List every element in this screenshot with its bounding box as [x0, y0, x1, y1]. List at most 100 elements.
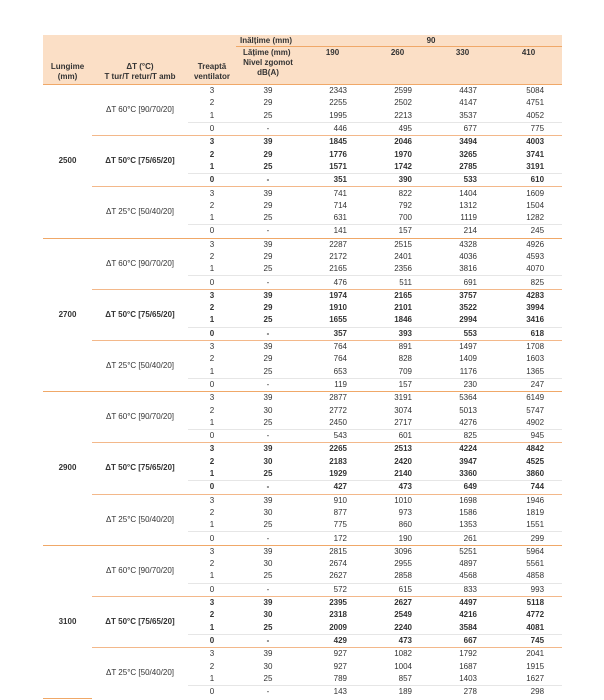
noise-level: -: [236, 531, 300, 546]
output-value: 1627: [526, 673, 545, 683]
noise-level: 30: [263, 456, 273, 466]
output-value: 775: [333, 520, 347, 530]
fan-step: 1: [209, 366, 215, 376]
output-value: 1551: [526, 520, 545, 530]
noise-level: 25: [263, 571, 273, 581]
fan-step: 3: [188, 391, 236, 405]
output-value: 4525: [526, 456, 545, 466]
noise-level: 25: [263, 315, 273, 325]
header-row: Lățime (mm) 190 260 330 410: [43, 46, 563, 58]
output-value: 446: [300, 121, 365, 136]
output-value: 2041: [495, 647, 563, 661]
noise-level: 39: [236, 595, 300, 610]
output-value: 393: [365, 326, 430, 341]
output-value: 2815: [300, 544, 365, 558]
table-row: 1 25 1571 1742 2785 3191: [43, 161, 562, 174]
dt-cell: ΔT 25°C [50/40/20]: [92, 339, 188, 392]
output-value: 473: [365, 633, 430, 648]
dt-cell: ΔT 60°C [90/70/20]: [92, 391, 188, 443]
output-value: 1409: [459, 354, 477, 364]
fan-step: 3: [188, 84, 236, 98]
output-value: 618: [495, 326, 563, 341]
output-value: 2183: [329, 456, 347, 466]
output-value: 4842: [495, 442, 563, 456]
output-value: 741: [300, 186, 365, 200]
output-value: 927: [333, 661, 347, 671]
output-value: 1176: [459, 366, 477, 376]
output-value: 1119: [460, 213, 477, 223]
output-value: 649: [430, 480, 495, 494]
fan-step: 0: [188, 684, 236, 699]
fan-step: 0: [188, 224, 236, 239]
output-value: 351: [300, 173, 365, 187]
table-row: ΔT 25°C [50/40/20] 3 39 927 1082 1792 2041: [43, 647, 563, 699]
table-body: 2500 ΔT 60°C [90/70/20] 3 39 2343 2599 4437 508…: [43, 83, 563, 699]
table-row: 3100 ΔT 60°C [90/70/20] 3 39 2815 3096 5251 596…: [43, 544, 563, 699]
table-row: 1 25 2450 2717 4276 4902: [43, 417, 562, 430]
output-value: 2395: [300, 595, 365, 610]
output-value: 1655: [329, 315, 347, 325]
output-value: 495: [365, 121, 430, 136]
output-value: 4147: [459, 98, 477, 108]
noise-level: 25: [263, 264, 273, 274]
table-row: 0-351 390 533 610: [43, 173, 563, 187]
table-row: 1 25 1929 2140 3360 3860: [43, 468, 562, 481]
dt-cell: ΔT 25°C [50/40/20]: [92, 186, 188, 239]
output-value: 1571: [329, 161, 347, 171]
output-value: 1846: [394, 315, 412, 325]
fan-step: 1: [209, 264, 215, 274]
noise-level: 25: [263, 520, 273, 530]
fan-step: 1: [209, 417, 215, 427]
noise-level: 39: [236, 288, 300, 303]
width-label: Lățime (mm): [236, 46, 300, 58]
output-value: 473: [365, 480, 430, 494]
output-value: 4497: [430, 595, 495, 610]
noise-level: 39: [236, 339, 300, 354]
output-value: 511: [365, 275, 430, 290]
output-value: 2140: [394, 469, 412, 479]
output-value: 764: [300, 339, 365, 354]
fan-step: 3: [188, 135, 236, 149]
output-value: 1742: [394, 161, 412, 171]
output-value: 2265: [300, 442, 365, 456]
output-value: 1082: [365, 647, 430, 661]
output-value: 278: [430, 684, 495, 699]
fan-step: 3: [188, 544, 236, 558]
dt-cell: ΔT 50°C [75/65/20]: [92, 135, 188, 187]
output-value: 910: [300, 493, 365, 507]
fan-step: 1: [209, 571, 215, 581]
output-value: 4224: [430, 442, 495, 456]
table-row: 1 25 775 860 1353 1551: [43, 519, 562, 532]
table-row: 1 25 2165 2356 3816 4070: [43, 263, 562, 276]
output-value: 2994: [459, 315, 477, 325]
output-value: 3584: [459, 622, 477, 632]
output-value: 4216: [459, 610, 477, 620]
fan-step: 3: [188, 442, 236, 456]
output-value: 1282: [526, 213, 545, 223]
fan-step: 2: [209, 456, 215, 466]
output-value: 2287: [300, 237, 365, 251]
length-cell: 2900: [43, 391, 92, 546]
output-value: 357: [300, 326, 365, 341]
fan-step: 1: [209, 673, 215, 683]
fan-step: 0: [188, 173, 236, 187]
dt-cell: ΔT 60°C [90/70/20]: [92, 83, 188, 136]
table-row: ΔT 50°C [75/65/20] 3 39 2265 2513 4224 4842: [43, 442, 563, 494]
fan-step: 3: [188, 288, 236, 303]
noise-level: -: [236, 633, 300, 648]
output-value: 1609: [495, 186, 563, 200]
fan-step: 2: [209, 149, 215, 159]
output-value: 2515: [365, 237, 430, 251]
header-empty: [300, 58, 563, 85]
noise-level: -: [236, 224, 300, 239]
output-value: 1497: [430, 339, 495, 354]
noise-level: 25: [263, 161, 273, 171]
output-value: 3860: [526, 469, 545, 479]
output-value: 822: [365, 186, 430, 200]
output-value: 1995: [329, 110, 347, 120]
width-value: 260: [365, 46, 430, 58]
output-value: 543: [300, 429, 365, 443]
table-row: 2 29 2255 2502 4147 4751: [43, 97, 562, 109]
output-value: 4328: [430, 237, 495, 251]
output-value: 390: [365, 173, 430, 187]
